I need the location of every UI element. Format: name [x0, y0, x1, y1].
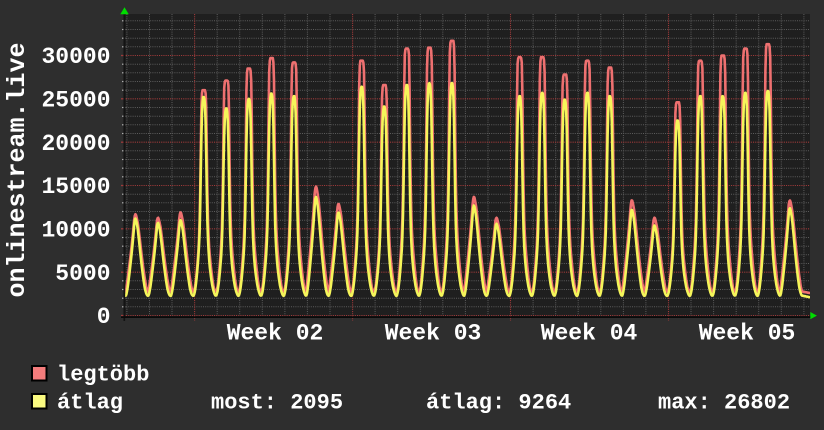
- svg-text:20000: 20000: [41, 131, 110, 157]
- svg-text:15000: 15000: [41, 174, 110, 200]
- svg-text:Week 05: Week 05: [699, 321, 796, 347]
- svg-text:max: 26802: max: 26802: [658, 391, 790, 416]
- svg-text:átlag: 9264: átlag: 9264: [426, 391, 571, 416]
- svg-text:30000: 30000: [41, 44, 110, 70]
- svg-text:0: 0: [97, 304, 111, 330]
- svg-text:5000: 5000: [55, 261, 110, 287]
- svg-text:Week 03: Week 03: [385, 321, 482, 347]
- svg-text:legtöbb: legtöbb: [57, 363, 149, 388]
- svg-text:10000: 10000: [41, 217, 110, 243]
- svg-text:átlag: átlag: [57, 391, 123, 416]
- svg-text:onlinestream.live: onlinestream.live: [3, 42, 32, 297]
- svg-text:Week 02: Week 02: [227, 321, 324, 347]
- svg-text:25000: 25000: [41, 87, 110, 113]
- svg-text:Week 04: Week 04: [541, 321, 638, 347]
- svg-text:most: 2095: most: 2095: [211, 391, 343, 416]
